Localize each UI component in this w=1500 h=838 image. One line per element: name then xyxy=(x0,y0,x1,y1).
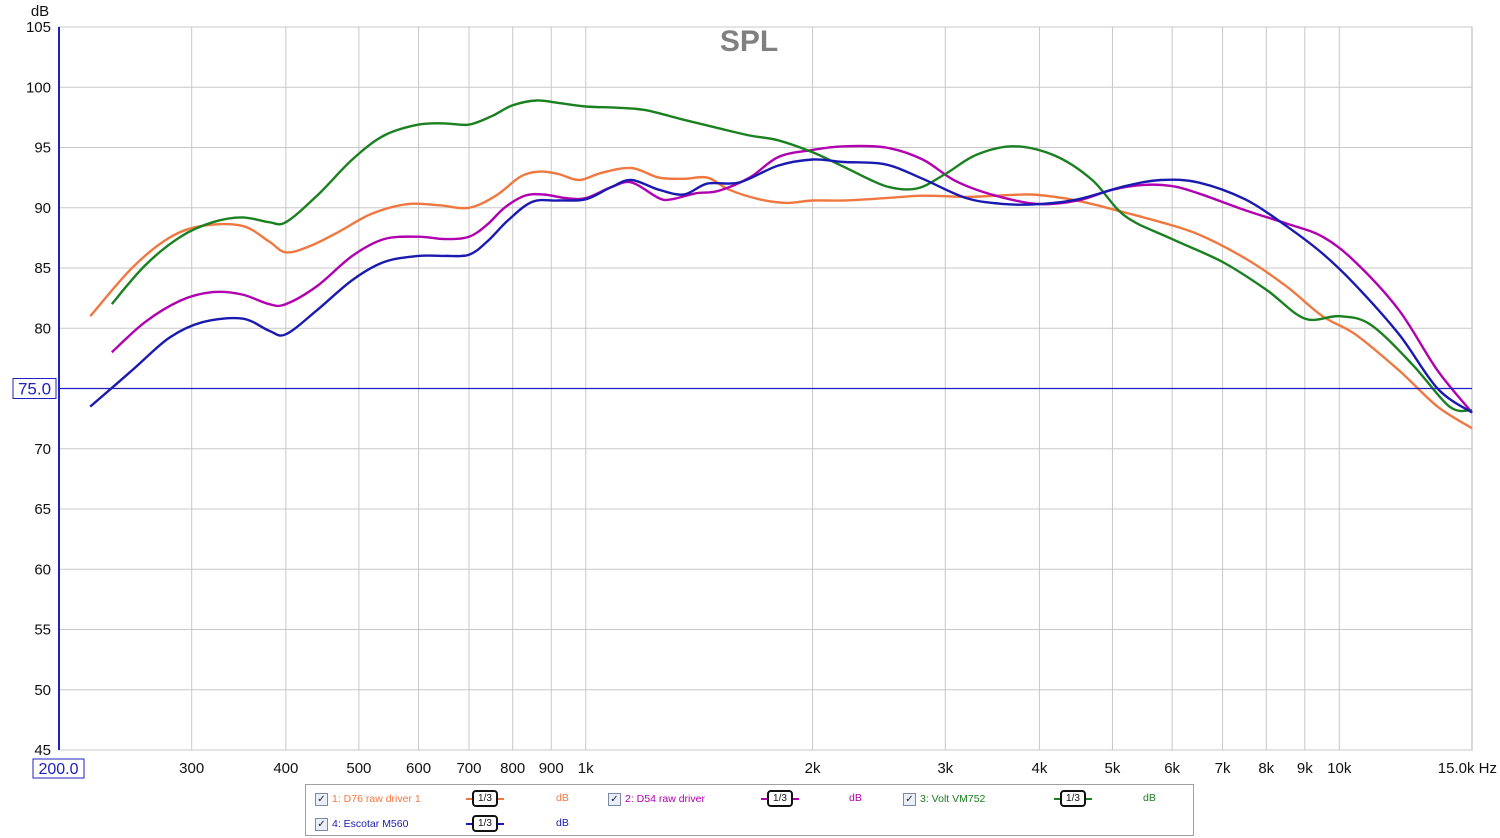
x-tick-label: 900 xyxy=(539,760,564,777)
legend-unit: dB xyxy=(556,792,569,804)
legend-checkbox[interactable]: ✓ xyxy=(315,792,328,806)
x-tick-label: 8k xyxy=(1258,760,1274,777)
x-tick-label: 5k xyxy=(1105,760,1121,777)
y-tick-label: 90 xyxy=(34,200,51,217)
line-swatch xyxy=(466,797,472,800)
y-cursor-label: 75.0 xyxy=(18,380,51,399)
x-tick-label: 3k xyxy=(937,760,953,777)
smoothing-label: 1/3 xyxy=(472,815,498,832)
legend-checkbox[interactable]: ✓ xyxy=(608,792,621,806)
legend-unit: dB xyxy=(556,817,569,829)
line-swatch xyxy=(466,822,472,825)
y-tick-label: 50 xyxy=(34,682,51,699)
x-tick-label: 600 xyxy=(406,760,431,777)
y-tick-label: 65 xyxy=(34,501,51,518)
x-tick-label: 400 xyxy=(273,760,298,777)
legend-unit: dB xyxy=(849,792,862,804)
legend: ✓ 1: D76 raw driver 1 1/3 dB ✓ 2: D54 raw dri… xyxy=(305,784,1194,836)
legend-unit: dB xyxy=(1143,792,1156,804)
smoothing-label: 1/3 xyxy=(1060,790,1086,807)
legend-checkbox[interactable]: ✓ xyxy=(903,792,916,806)
series-lines xyxy=(89,99,1473,430)
y-tick-label: 105 xyxy=(26,19,51,36)
y-tick-label: 85 xyxy=(34,260,51,277)
smoothing-button[interactable]: 1/3 xyxy=(1054,790,1092,807)
x-tick-label: 700 xyxy=(456,760,481,777)
line-swatch xyxy=(498,822,504,825)
x-start-box xyxy=(32,758,85,779)
y-cursor-box xyxy=(12,378,57,399)
x-tick-label: 9k xyxy=(1297,760,1313,777)
legend-label: 3: Volt VM752 xyxy=(920,793,986,805)
legend-item[interactable]: ✓ 1: D76 raw driver 1 xyxy=(315,791,421,807)
line-swatch xyxy=(1086,797,1092,800)
legend-item[interactable]: ✓ 2: D54 raw driver xyxy=(608,791,705,807)
x-start-label: 200.0 xyxy=(38,761,78,778)
chart-title: SPL xyxy=(720,25,778,58)
legend-checkbox[interactable]: ✓ xyxy=(315,817,328,831)
x-tick-label: 2k xyxy=(805,760,821,777)
x-tick-label: 300 xyxy=(179,760,204,777)
y-tick-label: 60 xyxy=(34,561,51,578)
y-tick-label: 80 xyxy=(34,320,51,337)
x-tick-label: 6k xyxy=(1164,760,1180,777)
spl-chart: 105 100 95 90 85 80 70 65 60 55 50 45 300 400 500 600 70… xyxy=(12,3,1497,779)
series-line-2 xyxy=(110,144,1473,414)
y-tick-label: 55 xyxy=(34,622,51,639)
y-tick-label: 95 xyxy=(34,140,51,157)
series-line-1 xyxy=(89,166,1473,430)
smoothing-button[interactable]: 1/3 xyxy=(466,815,504,832)
y-tick-label: 70 xyxy=(34,441,51,458)
x-tick-label: 7k xyxy=(1215,760,1231,777)
x-tick-label: 800 xyxy=(500,760,525,777)
x-tick-label: 4k xyxy=(1032,760,1048,777)
line-swatch xyxy=(498,797,504,800)
x-tick-label: 500 xyxy=(346,760,371,777)
smoothing-button[interactable]: 1/3 xyxy=(466,790,504,807)
line-swatch xyxy=(761,797,767,800)
y-axis-label: dB xyxy=(31,3,49,20)
x-tick-label: 10k xyxy=(1327,760,1352,777)
y-tick-label: 100 xyxy=(26,79,51,96)
line-swatch xyxy=(793,797,799,800)
axes: 105 100 95 90 85 80 70 65 60 55 50 45 300 400 500 600 70… xyxy=(12,19,1497,779)
legend-label: 2: D54 raw driver xyxy=(625,793,705,805)
smoothing-label: 1/3 xyxy=(472,790,498,807)
series-line-4 xyxy=(89,158,1473,414)
legend-item[interactable]: ✓ 3: Volt VM752 xyxy=(903,791,985,807)
line-swatch xyxy=(1054,797,1060,800)
series-line-3 xyxy=(110,99,1473,413)
x-end-label: 15.0k Hz xyxy=(1438,760,1497,777)
legend-item[interactable]: ✓ 4: Escotar M560 xyxy=(315,816,408,832)
legend-label: 1: D76 raw driver 1 xyxy=(332,793,421,805)
legend-label: 4: Escotar M560 xyxy=(332,818,409,830)
y-tick-label: 45 xyxy=(34,742,51,759)
smoothing-label: 1/3 xyxy=(767,790,793,807)
x-tick-label: 1k xyxy=(578,760,594,777)
smoothing-button[interactable]: 1/3 xyxy=(761,790,799,807)
